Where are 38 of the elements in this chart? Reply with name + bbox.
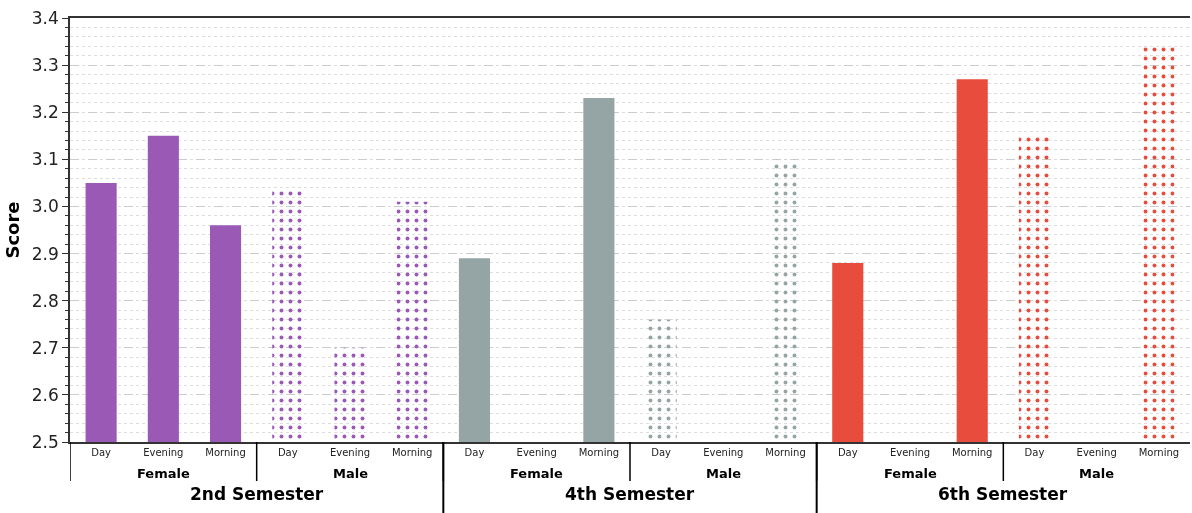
text: Female	[510, 466, 563, 481]
x-tick-label: Morning	[765, 446, 806, 458]
y-tick-label: 3.4	[31, 7, 59, 28]
x-tick-label: Evening	[703, 446, 744, 458]
x-tick-label: Day	[837, 446, 858, 458]
x-tick-label: Day	[91, 446, 112, 458]
x-tick-label: Day	[651, 446, 672, 458]
y-tick-label: 3.1	[31, 149, 59, 170]
text: 4th Semester	[565, 484, 695, 504]
text: Male	[1079, 466, 1115, 481]
x-tick-label: Day	[464, 446, 485, 458]
x-tick-label: Evening	[1076, 446, 1117, 458]
x-tick-label: Evening	[516, 446, 557, 458]
text: Male	[333, 466, 369, 481]
y-tick-label: 3.2	[31, 102, 59, 123]
y-tick-label: 2.8	[31, 290, 59, 311]
text: Male	[706, 466, 742, 481]
x-tick-label: Evening	[143, 446, 184, 458]
x-tick-label: Evening	[329, 446, 371, 458]
x-tick-label: Morning	[1138, 446, 1180, 458]
x-tick-label: Day	[1024, 446, 1045, 458]
text: 6th Semester	[938, 484, 1068, 504]
y-tick-label: 3.0	[31, 196, 59, 217]
x-tick-label: Day	[277, 446, 298, 458]
text: Female	[137, 466, 190, 481]
text: Female	[884, 466, 937, 481]
x-tick-label: Evening	[889, 446, 931, 458]
y-tick-label: 2.6	[31, 384, 59, 405]
y-axis-title: Score	[1, 201, 23, 259]
x-tick-label: Morning	[205, 446, 246, 458]
y-tick-label: 2.5	[31, 431, 59, 452]
text: 2nd Semester	[190, 484, 324, 504]
y-tick-label: 2.7	[31, 337, 59, 358]
x-tick-label: Morning	[578, 446, 620, 458]
x-tick-label: Morning	[951, 446, 993, 458]
y-tick-label: 3.3	[31, 55, 59, 76]
y-tick-label: 2.9	[31, 243, 59, 264]
x-tick-label: Morning	[391, 446, 433, 458]
